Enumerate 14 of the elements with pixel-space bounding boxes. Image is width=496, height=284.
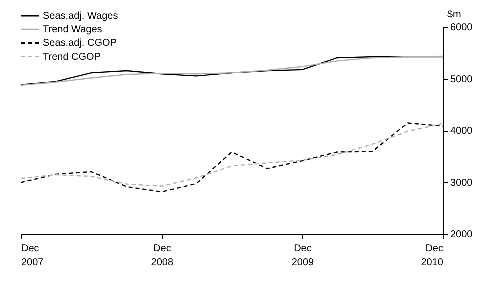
y-tick-label: 2000 xyxy=(450,230,474,240)
x-tick-label: Dec 2007 xyxy=(22,244,44,268)
legend-label: Seas.adj. Wages xyxy=(43,11,118,22)
legend-label: Seas.adj. CGOP xyxy=(43,38,118,50)
x-tick-label: Dec 2010 xyxy=(421,244,444,268)
legend-label: Trend Wages xyxy=(43,24,102,36)
y-tick-label: 3000 xyxy=(450,178,474,189)
y-tick-label: 4000 xyxy=(450,126,474,137)
y-axis-title: $m xyxy=(448,10,462,20)
x-tick-label: Dec 2009 xyxy=(292,244,315,268)
y-tick-label: 6000 xyxy=(450,22,474,34)
x-tick-label: Dec 2008 xyxy=(151,244,174,268)
y-tick-label: 5000 xyxy=(450,74,474,86)
legend-label: Trend CGOP xyxy=(43,52,102,63)
